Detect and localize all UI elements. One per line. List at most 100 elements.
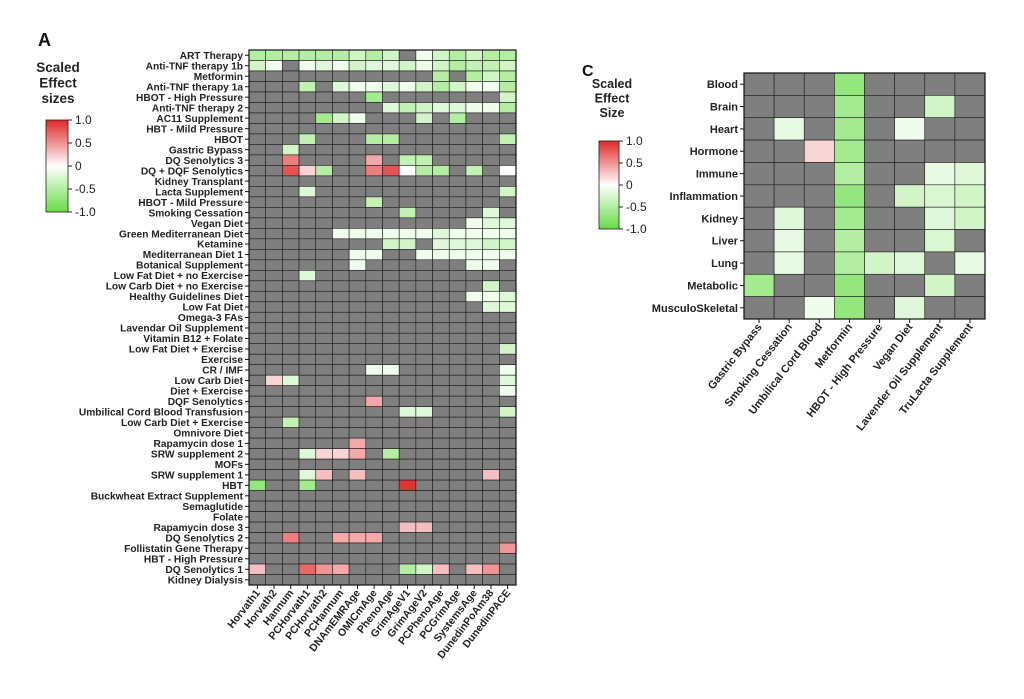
cell-kidney-transplant-pcphenoage bbox=[432, 175, 450, 187]
cell-rapamycin-dose-3-pcgrimage bbox=[448, 521, 467, 533]
cell-metformin-horvath1 bbox=[248, 70, 266, 82]
cell-diet-exercise-pchorvath2 bbox=[315, 385, 333, 397]
row-label: Inflammation bbox=[670, 191, 739, 203]
cell-low-carb-diet-no-exercise-grimagev1 bbox=[398, 280, 417, 292]
cell-anti-tnf-therapy-2-phenoage bbox=[382, 102, 400, 114]
cell-hbot-high-pressure-pcgrimage bbox=[448, 91, 467, 103]
cell-srw-supplement-2-dunedinpoam38 bbox=[482, 448, 500, 460]
cell-smoking-cessation-grimagev1 bbox=[398, 207, 417, 219]
cell-kidney-dialysis-phenoage bbox=[382, 574, 400, 586]
cell-low-carb-diet-hannum bbox=[282, 374, 300, 386]
cell-dq-senolytics-3-horvath1 bbox=[248, 154, 266, 166]
cell-srw-supplement-1-grimagev1 bbox=[398, 469, 417, 481]
cell-gastric-bypass-pchorvath1 bbox=[298, 144, 317, 156]
cell-musculoskeletal-gastric-bypass bbox=[743, 296, 775, 320]
cell-mediterranean-diet-1-pcphenoage bbox=[432, 249, 450, 261]
cell-ketamine-omicmage bbox=[365, 238, 383, 250]
cell-rapamycin-dose-3-horvath1 bbox=[248, 521, 266, 533]
cell-hbt-high-pressure-omicmage bbox=[365, 553, 383, 565]
cell-mofs-horvath1 bbox=[248, 458, 266, 470]
row-label: Kidney Dialysis bbox=[168, 575, 244, 586]
cell-rapamycin-dose-1-dunedinpoam38 bbox=[482, 437, 500, 449]
cell-gastric-bypass-horvath2 bbox=[265, 144, 283, 156]
cell-ketamine-dunedinpoam38 bbox=[482, 238, 500, 250]
cell-dq-dqf-senolytics-grimagev1 bbox=[398, 165, 417, 177]
cell-art-therapy-dunedinpace bbox=[499, 49, 517, 61]
cell-hormone-trulacta-supplement bbox=[954, 139, 986, 163]
cell-metformin-grimagev2 bbox=[415, 70, 433, 82]
cell-kidney-dialysis-grimagev2 bbox=[415, 574, 433, 586]
cell-metformin-pcgrimage bbox=[448, 70, 467, 82]
cell-anti-tnf-therapy-1b-hannum bbox=[282, 60, 300, 72]
cell-omega-3-fas-pchorvath2 bbox=[315, 311, 333, 324]
cell-diet-exercise-pchorvath1 bbox=[298, 385, 317, 397]
cell-dq-senolytics-1-dnamemrage bbox=[348, 563, 367, 575]
cell-hbot-high-pressure-pcphenoage bbox=[432, 91, 450, 103]
cell-art-therapy-grimagev1 bbox=[398, 49, 417, 61]
cell-metabolic-vegan-diet bbox=[894, 273, 926, 297]
cell-low-fat-diet-no-exercise-horvath1 bbox=[248, 269, 266, 282]
cell-hbt-high-pressure-horvath1 bbox=[248, 553, 266, 565]
cell-rapamycin-dose-3-dunedinpoam38 bbox=[482, 521, 500, 533]
cell-green-mediterranean-diet-dunedinpace bbox=[499, 228, 517, 240]
cell-blood-hbot-high-pressure bbox=[864, 72, 895, 96]
cell-low-carb-diet-pchannum bbox=[332, 374, 350, 386]
row-label: SRW supplement 2 bbox=[151, 450, 243, 461]
cell-srw-supplement-2-pcgrimage bbox=[448, 448, 467, 460]
cell-hbot-high-pressure-horvath2 bbox=[265, 91, 283, 103]
row-label: HBOT - High Pressure bbox=[136, 93, 243, 104]
cell-exercise-dunedinpace bbox=[499, 353, 517, 366]
cell-vitamin-b12-folate-systemsage bbox=[465, 332, 483, 345]
cell-exercise-grimagev2 bbox=[415, 353, 433, 366]
cell-rapamycin-dose-3-dnamemrage bbox=[348, 521, 367, 533]
cell-inflammation-umbilical-cord-blood bbox=[803, 184, 835, 208]
cell-art-therapy-omicmage bbox=[365, 49, 383, 61]
legend-tick-label: 0.5 bbox=[75, 136, 92, 150]
cell-rapamycin-dose-1-pchannum bbox=[332, 437, 350, 449]
cell-dq-senolytics-3-dunedinpoam38 bbox=[482, 154, 500, 166]
cell-srw-supplement-2-pchorvath1 bbox=[298, 448, 317, 460]
cell-semaglutide-pchannum bbox=[332, 500, 350, 512]
cell-low-carb-diet-no-exercise-pcgrimage bbox=[448, 280, 467, 292]
cell-rapamycin-dose-3-omicmage bbox=[365, 521, 383, 533]
cell-dq-senolytics-3-pchorvath1 bbox=[298, 154, 317, 166]
row-label: DQ Senolytics 2 bbox=[165, 533, 243, 544]
cell-low-fat-diet-no-exercise-phenoage bbox=[382, 269, 400, 282]
cell-cr-imf-pchorvath2 bbox=[315, 364, 333, 376]
cell-immune-smoking-cessation bbox=[773, 162, 805, 186]
cell-heart-lavender-oil-supplement bbox=[924, 117, 956, 141]
cell-ketamine-dunedinpace bbox=[499, 238, 517, 250]
cell-kidney-dialysis-pcphenoage bbox=[432, 574, 450, 586]
cell-cr-imf-omicmage bbox=[365, 364, 383, 376]
cell-rapamycin-dose-3-pchorvath1 bbox=[298, 521, 317, 533]
cell-botanical-supplement-dunedinpace bbox=[499, 259, 517, 271]
cell-inflammation-smoking-cessation bbox=[773, 184, 805, 208]
cell-hbt-grimagev1 bbox=[398, 479, 417, 491]
cell-hbot-mild-pressure-pchorvath1 bbox=[298, 196, 317, 208]
cell-rapamycin-dose-1-grimagev2 bbox=[415, 437, 433, 449]
cell-lavendar-oil-supplement-grimagev2 bbox=[415, 322, 433, 334]
cell-semaglutide-horvath1 bbox=[248, 500, 266, 512]
cell-gastric-bypass-pchorvath2 bbox=[315, 144, 333, 156]
cell-metformin-pcphenoage bbox=[432, 70, 450, 82]
cell-cr-imf-hannum bbox=[282, 364, 300, 376]
cell-low-carb-diet-exercise-systemsage bbox=[465, 416, 483, 428]
cell-follistatin-gene-therapy-dnamemrage bbox=[348, 542, 367, 554]
cell-lacta-supplement-horvath2 bbox=[265, 186, 283, 198]
cell-exercise-systemsage bbox=[465, 353, 483, 366]
cell-vitamin-b12-folate-pcgrimage bbox=[448, 332, 467, 345]
cell-hbot-mild-pressure-pcgrimage bbox=[448, 196, 467, 208]
cell-hbt-dnamemrage bbox=[348, 479, 367, 491]
cell-hbot-high-pressure-pchorvath1 bbox=[298, 91, 317, 103]
cell-omega-3-fas-pchorvath1 bbox=[298, 311, 317, 324]
cell-low-fat-diet-exercise-pchannum bbox=[332, 343, 350, 355]
cell-buckwheat-extract-supplement-dunedinpace bbox=[499, 490, 517, 502]
cell-low-carb-diet-horvath1 bbox=[248, 374, 266, 386]
cell-ac11-supplement-grimagev1 bbox=[398, 112, 417, 124]
cell-hbot-pchannum bbox=[332, 133, 350, 145]
cell-healthy-guidelines-diet-pcgrimage bbox=[448, 290, 467, 303]
cell-low-fat-diet-no-exercise-dunedinpoam38 bbox=[482, 269, 500, 282]
row-label: Follistatin Gene Therapy bbox=[124, 544, 243, 555]
cell-kidney-dialysis-pcgrimage bbox=[448, 574, 467, 586]
cell-botanical-supplement-grimagev1 bbox=[398, 259, 417, 271]
